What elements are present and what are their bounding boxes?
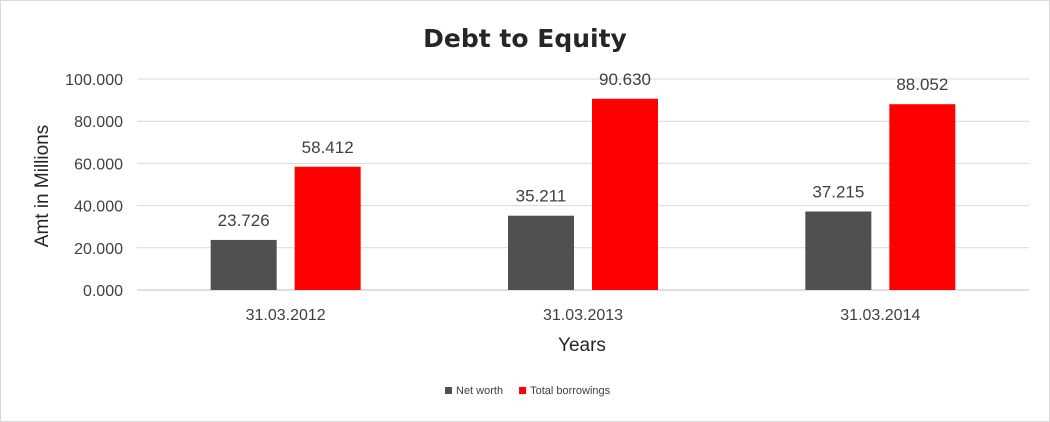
bars bbox=[210, 98, 956, 291]
data-label: 90.630 bbox=[599, 70, 651, 89]
y-tick-label: 100.000 bbox=[65, 72, 123, 89]
legend-swatch bbox=[445, 387, 452, 394]
legend-entry-label: Net worth bbox=[456, 385, 503, 397]
x-axis-title: Years bbox=[558, 335, 606, 356]
legend-entry-label: Total borrowings bbox=[530, 385, 611, 397]
chart-title: Debt to Equity bbox=[423, 24, 627, 53]
bar-total-borrowings bbox=[889, 104, 956, 290]
gridlines bbox=[137, 78, 1029, 291]
y-tick-label: 40.000 bbox=[74, 199, 123, 216]
y-tick-label: 60.000 bbox=[74, 156, 123, 173]
legend: Net worth Total borrowings bbox=[445, 385, 611, 397]
data-labels: 23.726 58.412 35.211 90.630 37.215 88.052 bbox=[218, 70, 949, 230]
data-label: 23.726 bbox=[218, 211, 270, 230]
legend-swatch bbox=[519, 387, 527, 394]
bar-net-worth bbox=[805, 211, 872, 290]
y-tick-label: 20.000 bbox=[74, 241, 123, 258]
y-axis-title: Amt in Millions bbox=[32, 125, 53, 247]
data-label: 37.215 bbox=[812, 182, 864, 201]
y-tick-label: 80.000 bbox=[74, 114, 123, 131]
data-label: 35.211 bbox=[516, 187, 567, 206]
data-label: 58.412 bbox=[302, 138, 354, 157]
bar-net-worth bbox=[210, 239, 277, 290]
x-tick-label: 31.03.2014 bbox=[840, 307, 920, 324]
y-axis: 0.000 20.000 40.000 60.000 80.000 100.000 bbox=[65, 72, 123, 300]
x-axis: 31.03.2012 31.03.2013 31.03.2014 bbox=[246, 307, 921, 324]
x-tick-label: 31.03.2012 bbox=[246, 307, 326, 324]
bar-total-borrowings bbox=[592, 98, 658, 291]
bar-net-worth bbox=[508, 215, 574, 290]
data-label: 88.052 bbox=[896, 75, 948, 94]
bar-total-borrowings bbox=[294, 166, 361, 290]
y-tick-label: 0.000 bbox=[83, 283, 123, 300]
x-tick-label: 31.03.2013 bbox=[543, 307, 623, 324]
